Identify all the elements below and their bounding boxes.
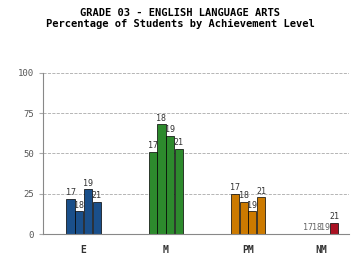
- Text: GRADE 03 - ENGLISH LANGUAGE ARTS
Percentage of Students by Achievement Level: GRADE 03 - ENGLISH LANGUAGE ARTS Percent…: [46, 8, 314, 29]
- Text: 18: 18: [157, 114, 166, 123]
- Text: 18: 18: [312, 223, 322, 232]
- Bar: [166, 136, 174, 234]
- Text: 19: 19: [247, 201, 257, 210]
- Bar: [67, 199, 75, 234]
- Text: 17: 17: [303, 223, 313, 232]
- Text: 17: 17: [148, 141, 158, 151]
- Bar: [175, 148, 183, 234]
- Bar: [157, 124, 166, 234]
- Text: 18: 18: [239, 191, 249, 200]
- Text: 18: 18: [74, 201, 84, 210]
- Text: 21: 21: [174, 138, 184, 147]
- Text: E: E: [81, 245, 86, 255]
- Text: PM: PM: [242, 245, 254, 255]
- Bar: [75, 211, 84, 234]
- Text: 21: 21: [92, 191, 102, 200]
- Bar: [84, 189, 92, 234]
- Text: 17: 17: [230, 183, 240, 192]
- Bar: [240, 202, 248, 234]
- Text: 19: 19: [83, 179, 93, 187]
- Bar: [330, 223, 338, 234]
- Bar: [248, 211, 256, 234]
- Text: 19: 19: [320, 223, 330, 232]
- Bar: [231, 194, 239, 234]
- Text: 21: 21: [256, 187, 266, 196]
- Text: NM: NM: [315, 245, 327, 255]
- Bar: [257, 197, 265, 234]
- Bar: [93, 202, 101, 234]
- Bar: [149, 152, 157, 234]
- Text: M: M: [163, 245, 169, 255]
- Text: 21: 21: [329, 212, 339, 222]
- Text: 19: 19: [165, 125, 175, 134]
- Text: 17: 17: [66, 188, 76, 197]
